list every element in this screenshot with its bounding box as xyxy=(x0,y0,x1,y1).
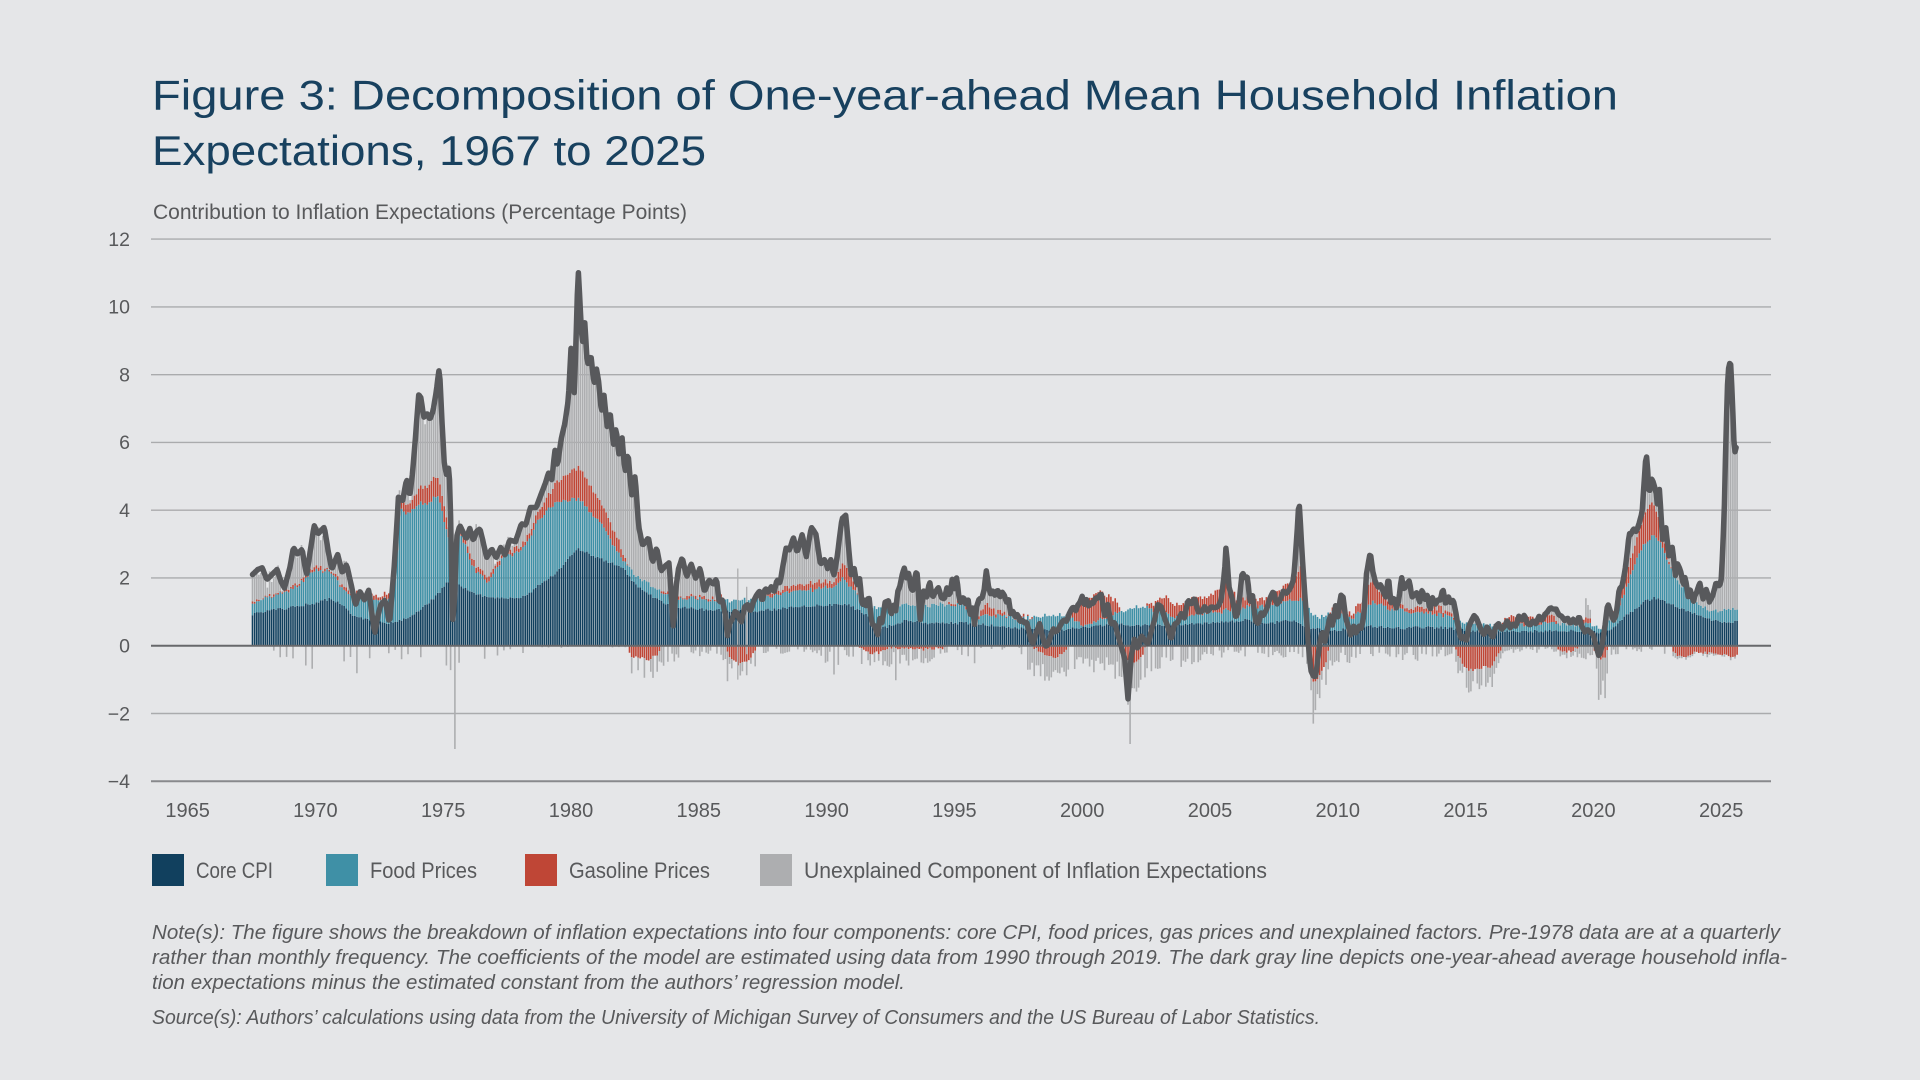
svg-text:1985: 1985 xyxy=(677,800,722,822)
svg-text:−4: −4 xyxy=(108,771,130,793)
svg-text:Expectations, 1967 to 2025: Expectations, 1967 to 2025 xyxy=(152,127,706,174)
svg-text:2: 2 xyxy=(119,568,130,590)
svg-text:1965: 1965 xyxy=(165,800,210,822)
svg-text:1980: 1980 xyxy=(549,800,594,822)
svg-text:10: 10 xyxy=(108,297,130,319)
svg-text:8: 8 xyxy=(119,365,130,387)
svg-text:Note(s): The figure shows the: Note(s): The figure shows the breakdown … xyxy=(152,921,1782,944)
svg-text:2015: 2015 xyxy=(1443,800,1488,822)
svg-text:Contribution to Inflation Expe: Contribution to Inflation Expectations (… xyxy=(153,200,687,224)
svg-text:rather than monthly frequency.: rather than monthly frequency. The coeff… xyxy=(152,946,1787,969)
svg-text:Unexplained Component of Infla: Unexplained Component of Inflation Expec… xyxy=(804,858,1267,883)
svg-text:Figure 3: Decomposition of One: Figure 3: Decomposition of One-year-ahea… xyxy=(152,72,1618,119)
svg-text:1975: 1975 xyxy=(421,800,466,822)
svg-text:2010: 2010 xyxy=(1316,800,1361,822)
svg-text:12: 12 xyxy=(108,229,130,251)
svg-text:1995: 1995 xyxy=(932,800,977,822)
svg-text:1990: 1990 xyxy=(804,800,849,822)
svg-text:2000: 2000 xyxy=(1060,800,1105,822)
svg-text:Source(s): Authors’ calculatio: Source(s): Authors’ calculations using d… xyxy=(152,1006,1320,1029)
svg-text:−2: −2 xyxy=(108,703,130,725)
svg-text:0: 0 xyxy=(119,636,130,658)
svg-text:Core CPI: Core CPI xyxy=(196,858,273,883)
svg-text:4: 4 xyxy=(119,500,130,522)
svg-text:2025: 2025 xyxy=(1699,800,1744,822)
svg-text:tion expectations minus the es: tion expectations minus the estimated co… xyxy=(152,971,905,994)
svg-text:6: 6 xyxy=(119,432,130,454)
svg-text:Gasoline Prices: Gasoline Prices xyxy=(569,858,710,883)
svg-text:1970: 1970 xyxy=(293,800,338,822)
svg-text:Food Prices: Food Prices xyxy=(370,858,477,883)
svg-text:2020: 2020 xyxy=(1571,800,1616,822)
svg-text:2005: 2005 xyxy=(1188,800,1233,822)
